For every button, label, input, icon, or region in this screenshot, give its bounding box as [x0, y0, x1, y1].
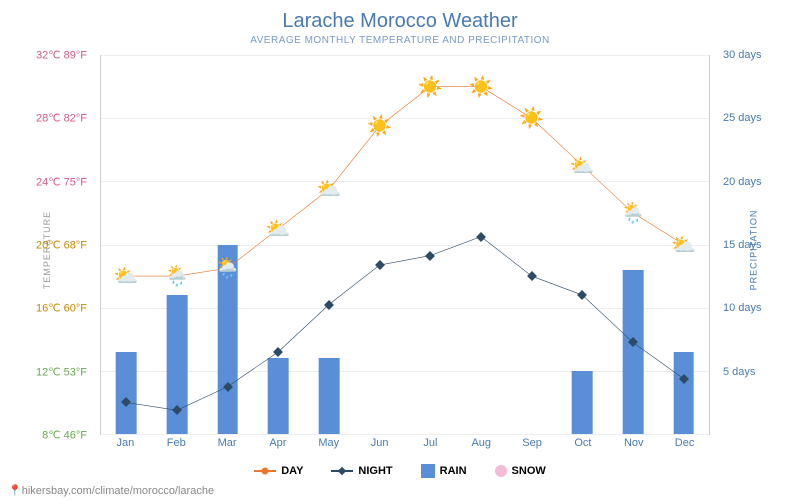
- chart-plot-area: ⛅ 🌦️ 🌦️ ⛅ ⛅ ☀️ ☀️ ☀️ ☀️ ⛅ 🌦️ ⛅: [100, 55, 710, 435]
- night-marker: [223, 382, 233, 392]
- x-tick-label: Oct: [574, 437, 591, 449]
- weather-icon: ⛅: [570, 153, 595, 178]
- night-marker: [375, 260, 385, 270]
- y-right-tick-label: 25 days: [723, 112, 762, 124]
- source-url: hikersbay.com/climate/morocco/larache: [22, 485, 214, 497]
- legend-day: DAY: [254, 464, 303, 478]
- y-left-tick-label: 32℃ 89°F: [36, 49, 87, 62]
- legend-rain-icon: [421, 464, 435, 478]
- y-right-labels: 5 days10 days15 days20 days25 days30 day…: [715, 55, 800, 435]
- y-right-tick-label: 5 days: [723, 366, 755, 378]
- weather-icon: 🌦️: [621, 200, 646, 225]
- markers-layer: ⛅ 🌦️ 🌦️ ⛅ ⛅ ☀️ ☀️ ☀️ ☀️ ⛅ 🌦️ ⛅: [101, 55, 709, 434]
- x-tick-label: Apr: [269, 437, 286, 449]
- weather-icon: ☀️: [519, 106, 544, 131]
- weather-icon: ⛅: [317, 177, 342, 202]
- y-left-tick-label: 16℃ 60°F: [36, 302, 87, 315]
- night-marker: [121, 397, 131, 407]
- legend-snow: SNOW: [495, 464, 546, 478]
- x-tick-label: Aug: [471, 437, 491, 449]
- legend-snow-label: SNOW: [512, 465, 546, 477]
- legend-night-label: NIGHT: [358, 465, 392, 477]
- legend-snow-icon: [495, 465, 507, 477]
- x-tick-label: Sep: [522, 437, 542, 449]
- x-tick-label: Mar: [218, 437, 237, 449]
- y-left-tick-label: 28℃ 82°F: [36, 112, 87, 125]
- legend-night: NIGHT: [331, 464, 392, 478]
- x-tick-label: May: [318, 437, 339, 449]
- y-left-tick-label: 8℃ 46°F: [42, 429, 87, 442]
- weather-icon: ⛅: [114, 264, 139, 289]
- night-marker: [476, 232, 486, 242]
- night-marker: [172, 405, 182, 415]
- x-tick-label: Jan: [117, 437, 135, 449]
- y-left-tick-label: 12℃ 53°F: [36, 365, 87, 378]
- y-left-tick-label: 20℃ 68°F: [36, 239, 87, 252]
- night-marker: [425, 251, 435, 261]
- chart-subtitle: AVERAGE MONTHLY TEMPERATURE AND PRECIPIT…: [0, 35, 800, 46]
- legend-rain-label: RAIN: [440, 465, 467, 477]
- pin-icon: 📍: [8, 485, 22, 497]
- x-axis-labels: Jan Feb Mar Apr May Jun Jul Aug Sep Oct Nov Dec: [100, 437, 710, 455]
- weather-icon: ☀️: [469, 74, 494, 99]
- night-marker: [324, 300, 334, 310]
- legend-rain: RAIN: [421, 464, 467, 478]
- weather-icon: ☀️: [418, 74, 443, 99]
- y-right-tick-label: 15 days: [723, 239, 762, 251]
- night-marker: [273, 347, 283, 357]
- legend-day-label: DAY: [281, 465, 303, 477]
- y-left-tick-label: 24℃ 75°F: [36, 175, 87, 188]
- y-left-labels: 8℃ 46°F12℃ 53°F16℃ 60°F20℃ 68°F24℃ 75°F2…: [0, 55, 95, 435]
- x-tick-label: Jun: [371, 437, 389, 449]
- source-footer: 📍hikersbay.com/climate/morocco/larache: [8, 484, 214, 497]
- x-tick-label: Nov: [624, 437, 644, 449]
- gridline: [101, 434, 709, 435]
- night-marker: [679, 374, 689, 384]
- weather-icon: 🌦️: [215, 256, 240, 281]
- y-right-tick-label: 20 days: [723, 176, 762, 188]
- x-tick-label: Jul: [423, 437, 437, 449]
- night-marker: [577, 290, 587, 300]
- night-marker: [628, 337, 638, 347]
- legend-day-icon: [254, 470, 276, 472]
- y-right-tick-label: 10 days: [723, 302, 762, 314]
- weather-icon: ⛅: [671, 232, 696, 257]
- x-tick-label: Dec: [675, 437, 695, 449]
- y-right-tick-label: 30 days: [723, 49, 762, 61]
- weather-icon: 🌦️: [165, 264, 190, 289]
- weather-icon: ⛅: [266, 216, 291, 241]
- night-marker: [527, 271, 537, 281]
- weather-icon: ☀️: [367, 114, 392, 139]
- chart-title: Larache Morocco Weather: [0, 0, 800, 33]
- chart-legend: DAY NIGHT RAIN SNOW: [0, 464, 800, 478]
- legend-night-icon: [331, 470, 353, 472]
- x-tick-label: Feb: [167, 437, 186, 449]
